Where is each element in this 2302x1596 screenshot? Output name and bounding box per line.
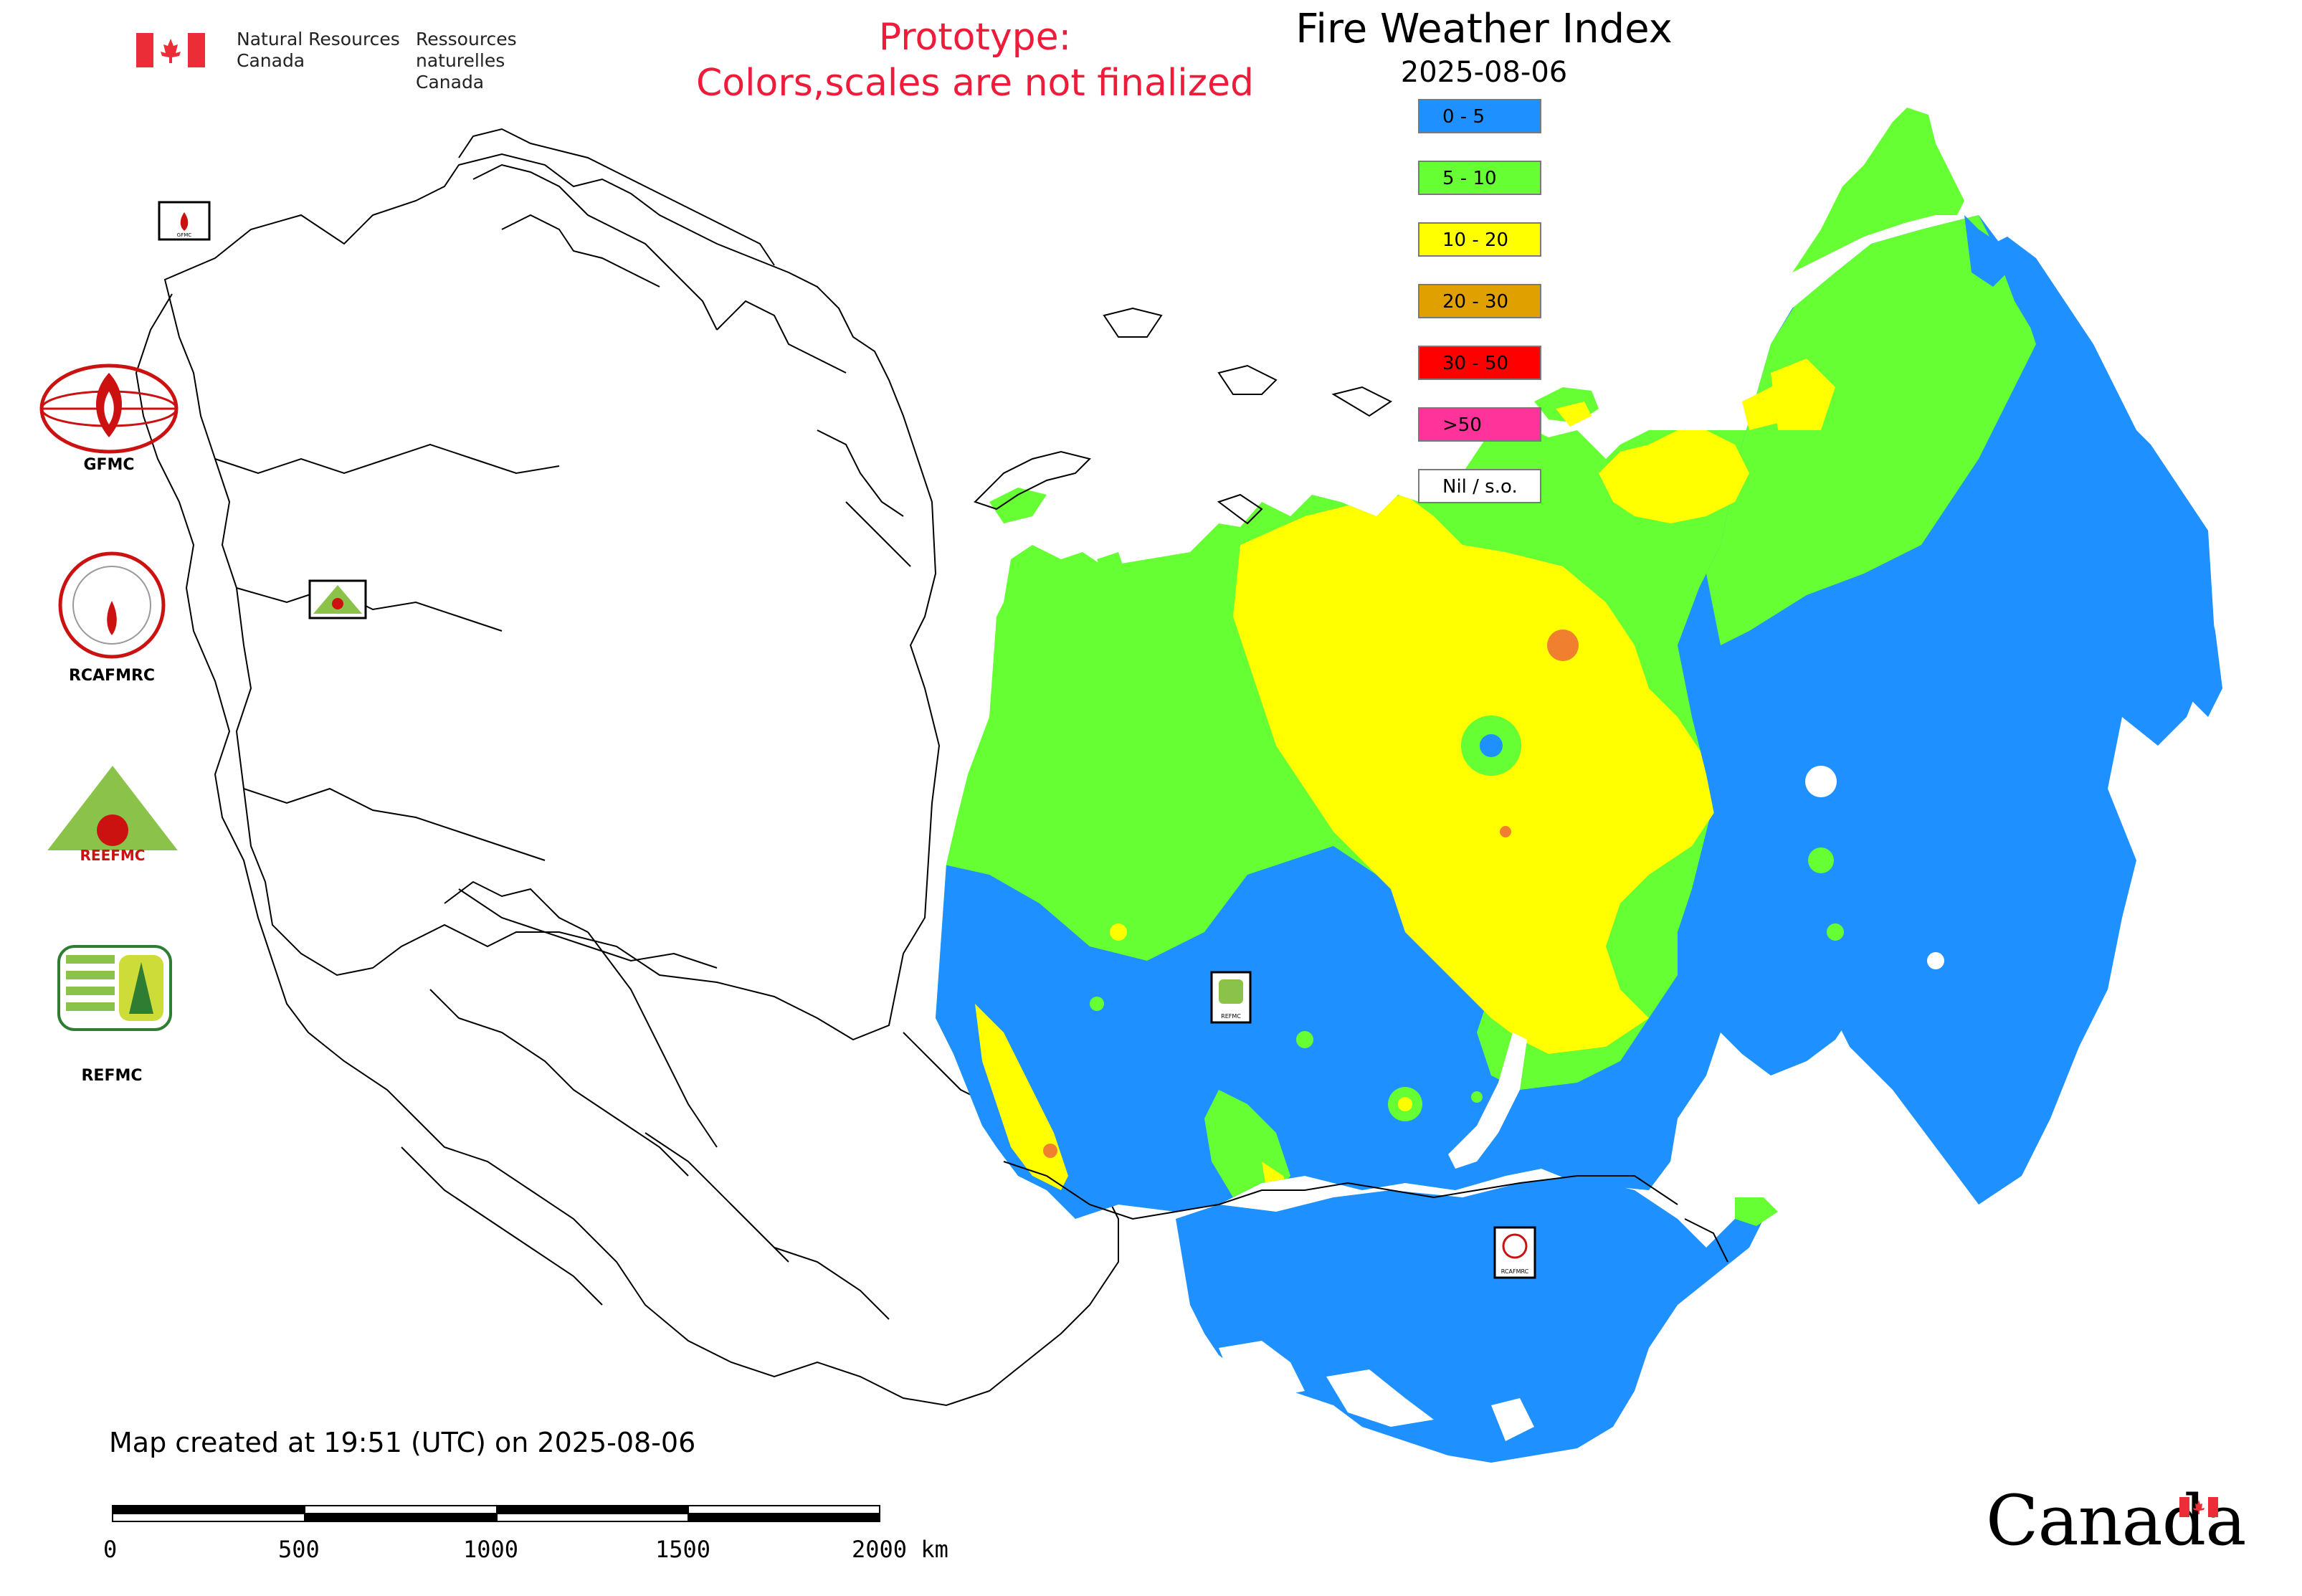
rcafmrc-logo-icon[interactable] xyxy=(57,551,166,660)
prototype-warning: Prototype: Colors,scales are not finaliz… xyxy=(645,14,1305,106)
legend-item-nil: Nil / s.o. xyxy=(1418,469,1541,503)
legend-item-30-50: 30 - 50 xyxy=(1418,346,1541,380)
fwi-caucasus-strip xyxy=(975,1004,1068,1190)
scale-label-2000: 2000 km xyxy=(852,1536,948,1563)
fwi-island xyxy=(989,488,1047,523)
org-fr-line2: Canada xyxy=(416,72,485,92)
legend-item-10-20: 10 - 20 xyxy=(1418,222,1541,257)
reefmc-marker-icon[interactable] xyxy=(308,579,367,619)
fwi-arctic-coast xyxy=(1742,373,1807,430)
fwi-kamchatka xyxy=(1993,237,2222,717)
legend-item-20-30: 20 - 30 xyxy=(1418,284,1541,318)
rcafmrc-marker-icon[interactable]: RCAFMRC xyxy=(1493,1226,1536,1279)
legend-item-over-50: >50 xyxy=(1418,407,1541,442)
prototype-line1: Prototype: xyxy=(878,16,1072,59)
map-date: 2025-08-06 xyxy=(1400,56,1568,89)
fwi-chukotka xyxy=(1792,108,1964,272)
reefmc-logo-icon[interactable]: REEFMC xyxy=(37,766,188,873)
logo-label-gfmc: GFMC xyxy=(83,456,135,474)
refmc-marker-icon[interactable]: REFMC xyxy=(1210,971,1252,1024)
logo-label-rcafmrc: RCAFMRC xyxy=(68,667,156,685)
svg-text:REEFMC: REEFMC xyxy=(80,847,146,864)
scale-label-1500: 1500 xyxy=(655,1536,711,1563)
org-en-line1: Natural Resources xyxy=(237,29,400,49)
gfmc-marker-icon[interactable]: GFMC xyxy=(158,201,211,241)
fwi-sakhalin xyxy=(2007,803,2058,932)
canada-flag-icon xyxy=(136,33,205,67)
org-name-french: Ressources naturelles Canada xyxy=(416,29,609,93)
fwi-raster-south xyxy=(1176,1176,1764,1463)
arctic-islands-outline xyxy=(974,307,1392,525)
canada-wordmark: Canada xyxy=(1986,1481,2246,1561)
scale-label-500: 500 xyxy=(278,1536,320,1563)
svg-text:GFMC: GFMC xyxy=(177,232,191,238)
logo-label-refmc: REFMC xyxy=(81,1067,143,1085)
fwi-chukotka xyxy=(1964,215,2007,287)
gfmc-logo-icon[interactable] xyxy=(37,363,181,456)
nil-patch xyxy=(1491,1398,1534,1441)
prototype-line2: Colors,scales are not finalized xyxy=(695,62,1255,105)
fwi-raster-south xyxy=(1735,1197,1778,1226)
fwi-arctic-coast xyxy=(1599,430,1749,523)
scale-bar xyxy=(112,1505,880,1522)
org-en-line2: Canada xyxy=(237,50,305,71)
org-name-english: Natural Resources Canada xyxy=(237,29,400,72)
org-fr-line1: Ressources naturelles xyxy=(416,29,517,71)
nil-patch xyxy=(1219,1341,1305,1398)
legend-item-5-10: 5 - 10 xyxy=(1418,161,1541,195)
svg-text:RCAFMRC: RCAFMRC xyxy=(1501,1268,1529,1275)
svg-text:REFMC: REFMC xyxy=(1221,1013,1241,1020)
nil-patch xyxy=(1326,1369,1434,1427)
legend-item-0-5: 0 - 5 xyxy=(1418,99,1541,133)
fwi-island xyxy=(1556,402,1592,427)
map-created-text: Map created at 19:51 (UTC) on 2025-08-06 xyxy=(109,1427,696,1458)
scale-label-1000: 1000 xyxy=(463,1536,519,1563)
canada-wordmark-flag-icon xyxy=(2179,1497,2218,1517)
border-line xyxy=(1003,1161,1678,1220)
refmc-logo-icon[interactable] xyxy=(57,945,172,1031)
fwi-hotspot xyxy=(1043,1144,1057,1158)
government-signature: Natural Resources Canada Ressources natu… xyxy=(136,29,609,92)
map-title: Fire Weather Index xyxy=(1295,6,1673,52)
fwi-island xyxy=(1097,552,1126,588)
scale-label-0: 0 xyxy=(103,1536,118,1563)
border-line xyxy=(1684,1218,1728,1263)
country-outlines xyxy=(135,128,1119,1407)
fwi-raster-east xyxy=(1678,215,2215,1205)
